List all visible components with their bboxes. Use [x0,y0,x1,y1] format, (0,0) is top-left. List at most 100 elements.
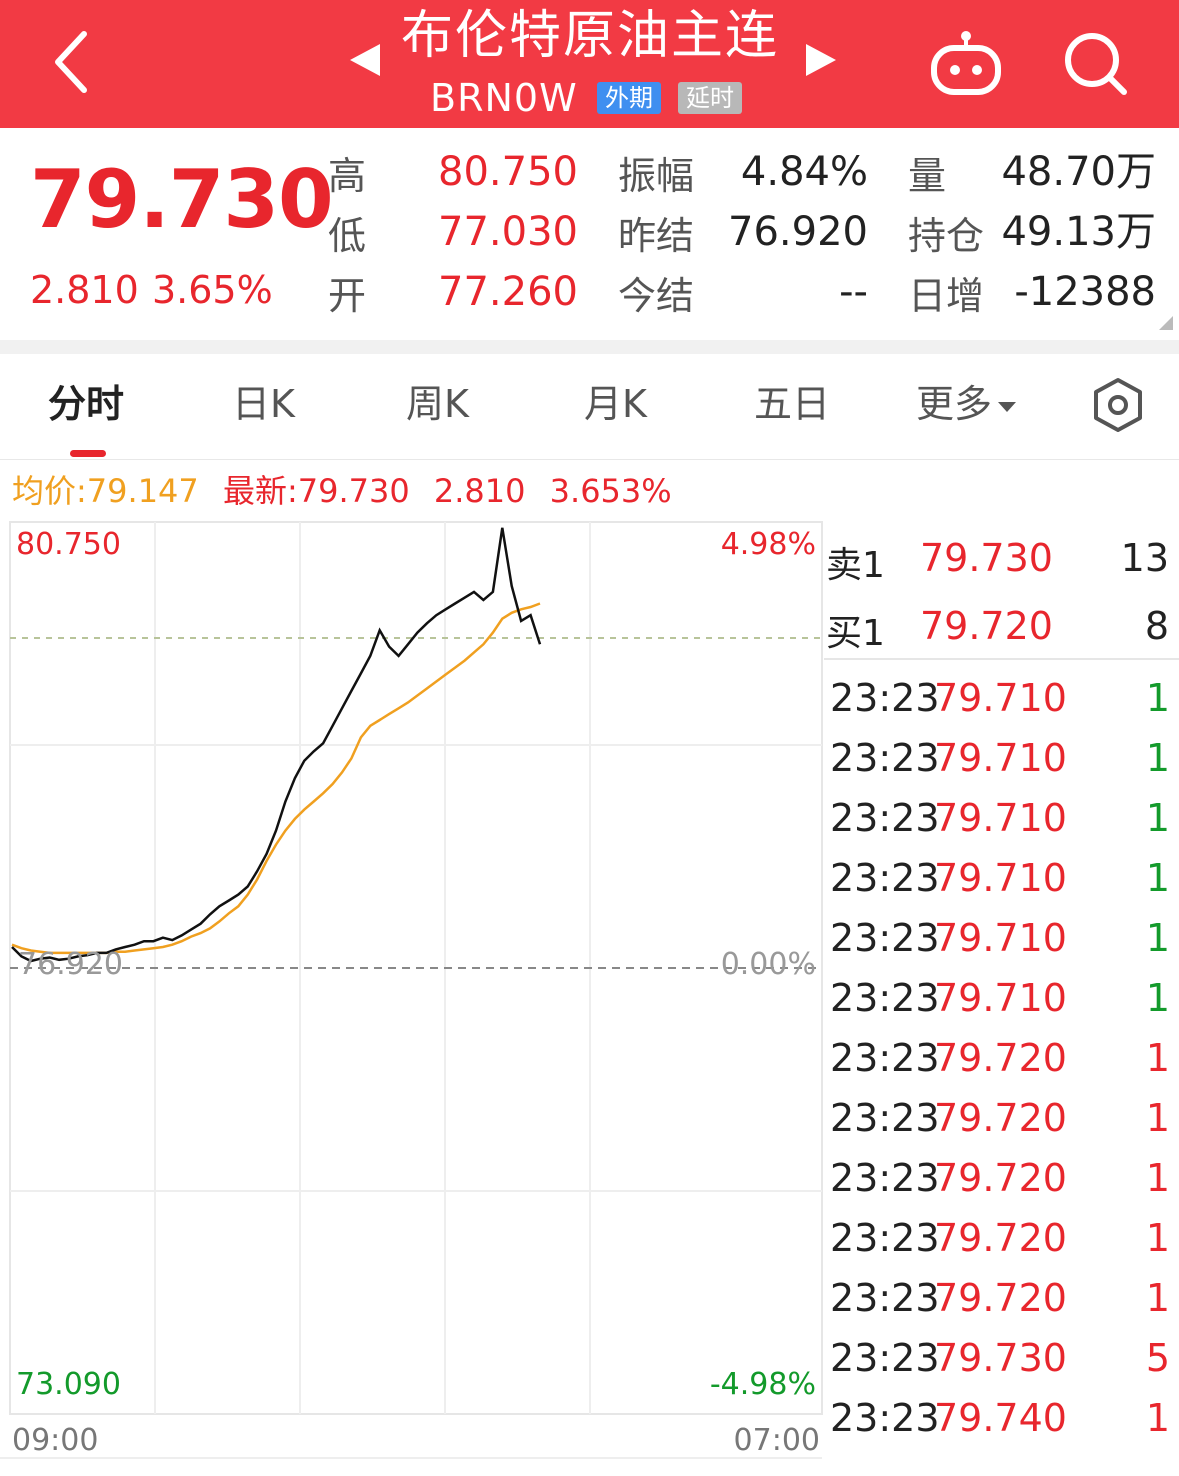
tick-price: 79.720 [934,1036,1067,1080]
latest-change-percent: 3.653% [549,472,672,510]
tick-qty: 1 [1145,1216,1170,1260]
tick-price: 79.720 [934,1156,1067,1200]
bid-price: 79.720 [920,604,1053,648]
tick-qty: 1 [1145,736,1170,780]
price-change-percent: 3.65% [152,268,273,312]
tick-qty: 1 [1145,1156,1170,1200]
settings-hexagon-icon[interactable] [1090,376,1146,434]
tick-time: 23:23 [830,976,940,1020]
tick-qty: 1 [1145,1036,1170,1080]
bid-row[interactable]: 买1 79.720 8 [824,594,1169,654]
order-book: 卖1 79.730 13 买1 79.720 8 23:23 79.710 1 23:… [824,522,1179,1476]
latest-value: 79.730 [297,472,410,510]
tab-five-day[interactable]: 五日 [754,382,831,426]
tick-qty: 1 [1145,676,1170,720]
price-line [11,527,542,963]
page-title: 布伦特原油主连 [400,6,779,66]
next-contract-icon[interactable] [800,40,840,80]
avg-price-value: 79.147 [86,472,199,510]
tick-time: 23:23 [830,736,940,780]
low-value: 77.030 [438,209,578,255]
bid-label: 买1 [826,613,885,654]
tick-price: 79.710 [934,736,1067,780]
low-label: 低 [328,214,367,258]
tick-qty: 5 [1145,1336,1170,1380]
y-left-top-label: 80.750 [16,527,121,562]
tab-more-label: 更多 [916,382,993,426]
tick-row: 23:23 79.720 1 [830,1268,1170,1328]
tick-row: 23:23 79.740 1 [830,1388,1170,1448]
chevron-down-icon [998,401,1017,412]
tab-more[interactable]: 更多 [916,380,1017,428]
tick-qty: 1 [1145,1276,1170,1320]
x-start-label: 09:00 [12,1423,98,1458]
tick-qty: 1 [1145,796,1170,840]
tick-row: 23:23 79.710 1 [830,788,1170,848]
volume-value: 48.70万 [1001,149,1156,195]
tick-time: 23:23 [830,1096,940,1140]
app-header: 布伦特原油主连 BRN0W 外期 延时 [0,0,1179,128]
average-price-line [11,602,541,955]
tab-weekly-k[interactable]: 周K [406,382,469,426]
tick-row: 23:23 79.710 1 [830,968,1170,1028]
y-right-mid-label: 0.00% [721,947,816,982]
y-left-mid-label: 76.920 [18,947,123,982]
section-divider [0,340,1179,354]
tab-daily-k[interactable]: 日K [232,382,295,426]
tick-time: 23:23 [830,796,940,840]
search-icon[interactable] [1060,28,1130,98]
high-value: 80.750 [438,149,578,195]
tick-price: 79.710 [934,676,1067,720]
ask-price: 79.730 [920,536,1053,580]
tick-price: 79.720 [934,1096,1067,1140]
tick-time: 23:23 [830,916,940,960]
tick-time: 23:23 [830,1396,940,1440]
chart-info-line: 均价:79.147 最新:79.730 2.810 3.653% [12,470,672,512]
x-end-label: 07:00 [734,1423,820,1458]
prev-settle-label: 昨结 [618,214,695,258]
robot-assistant-icon[interactable] [928,30,1004,96]
expand-corner-icon[interactable] [1159,316,1173,330]
tick-row: 23:23 79.720 1 [830,1208,1170,1268]
tick-time: 23:23 [830,1036,940,1080]
tick-qty: 1 [1145,856,1170,900]
tick-price: 79.710 [934,976,1067,1020]
tick-time: 23:23 [830,1336,940,1380]
bid-qty: 8 [1144,604,1169,648]
latest-label: 最新: [222,472,298,510]
latest-change: 2.810 [433,472,526,510]
y-left-bottom-label: 73.090 [16,1367,121,1402]
volume-label: 量 [908,154,947,198]
tab-intraday[interactable]: 分时 [48,382,125,426]
tick-qty: 1 [1145,1396,1170,1440]
tab-monthly-k[interactable]: 月K [584,382,647,426]
tick-time: 23:23 [830,856,940,900]
daily-increase-value: -12388 [1014,269,1156,315]
market-badge: 外期 [597,82,661,114]
back-arrow-icon[interactable] [40,26,110,96]
prev-contract-icon[interactable] [346,40,386,80]
orderbook-divider [824,658,1179,660]
price-change: 2.810 [30,268,139,312]
tick-row: 23:23 79.710 1 [830,668,1170,728]
ask-qty: 13 [1120,536,1169,580]
y-right-top-label: 4.98% [721,527,816,562]
tick-row: 23:23 79.720 1 [830,1028,1170,1088]
prev-settle-value: 76.920 [728,209,868,255]
amplitude-value: 4.84% [740,149,868,195]
amplitude-label: 振幅 [618,154,695,198]
y-right-bottom-label: -4.98% [710,1367,816,1402]
tick-time: 23:23 [830,1156,940,1200]
last-price: 79.730 [30,153,334,246]
chart-grid [0,521,823,1459]
today-settle-value: -- [839,269,868,315]
ask-row[interactable]: 卖1 79.730 13 [824,526,1169,586]
open-interest-value: 49.13万 [1001,209,1156,255]
tick-price: 79.720 [934,1216,1067,1260]
intraday-chart[interactable]: 80.750 76.920 73.090 4.98% 0.00% -4.98% … [0,518,824,1476]
tick-row: 23:23 79.710 1 [830,728,1170,788]
tick-row: 23:23 79.710 1 [830,848,1170,908]
tick-price: 79.740 [934,1396,1067,1440]
chart-tabs: 分时 日K 周K 月K 五日 更多 [0,354,1179,460]
open-label: 开 [328,274,367,318]
